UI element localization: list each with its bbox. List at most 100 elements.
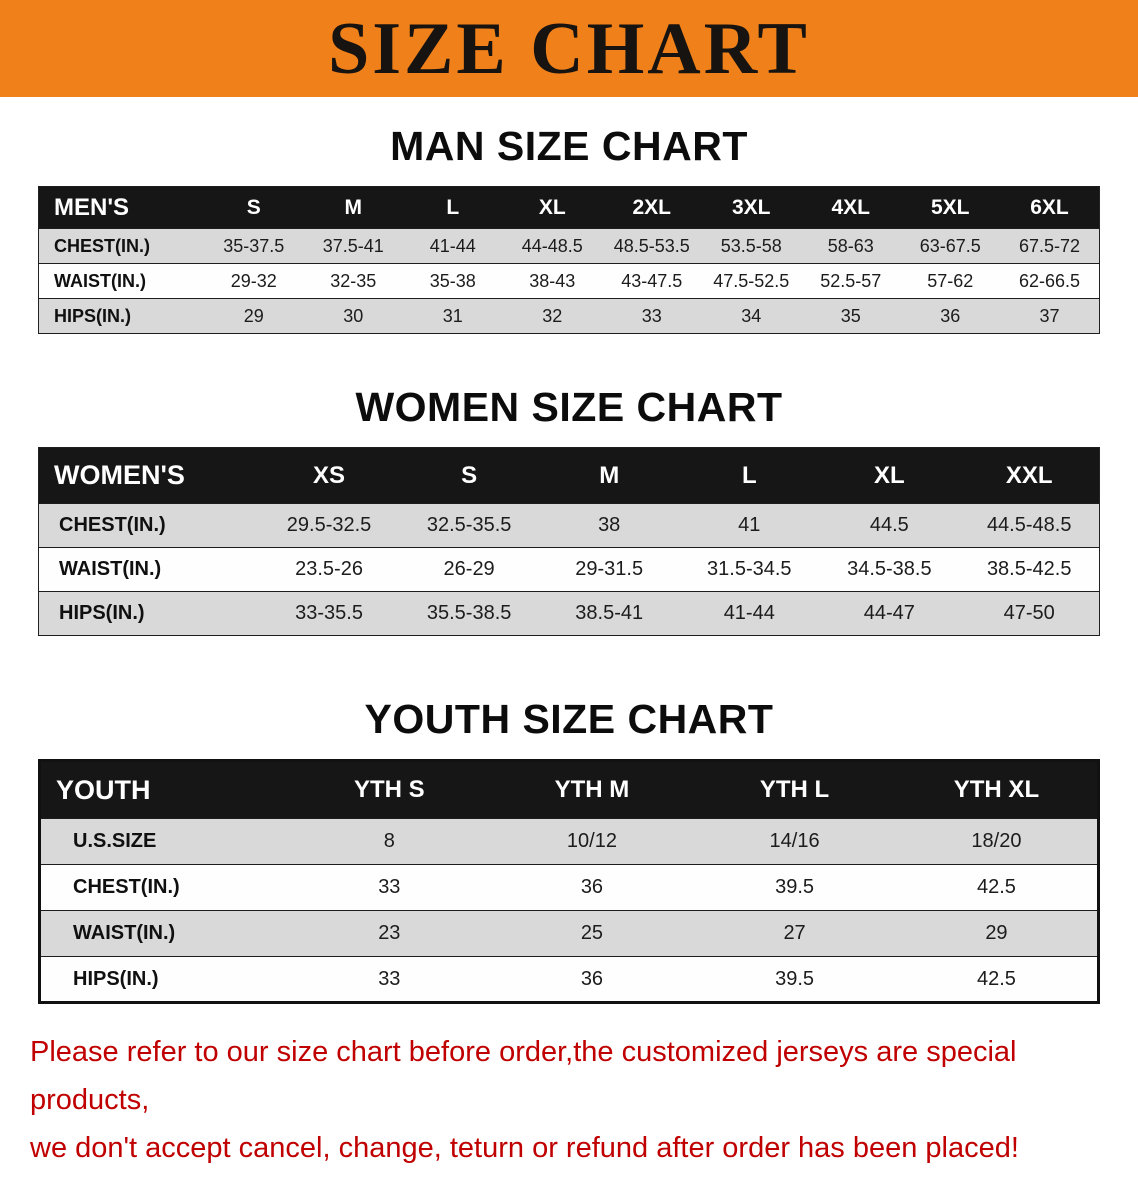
size-value: 44.5-48.5	[959, 503, 1100, 548]
size-value: 31.5-34.5	[679, 547, 820, 592]
size-column-header: M	[539, 447, 680, 504]
size-value: 41	[679, 503, 820, 548]
women-size-chart-heading: WOMEN SIZE CHART	[355, 384, 783, 430]
size-value: 34.5-38.5	[819, 547, 960, 592]
size-value: 44.5	[819, 503, 960, 548]
size-value: 32.5-35.5	[399, 503, 540, 548]
row-label: HIPS(IN.)	[38, 591, 259, 636]
size-value: 8	[288, 818, 491, 865]
size-value: 67.5-72	[1000, 228, 1100, 264]
table-row: HIPS(IN.) 33 36 39.5 42.5	[39, 956, 1099, 1003]
row-label: HIPS(IN.)	[38, 298, 204, 334]
size-value: 35.5-38.5	[399, 591, 540, 636]
size-value: 53.5-58	[701, 228, 801, 264]
size-value: 29-32	[204, 263, 304, 299]
row-label: CHEST(IN.)	[38, 228, 204, 264]
size-value: 35-37.5	[204, 228, 304, 264]
size-value: 44-47	[819, 591, 960, 636]
size-value: 57-62	[900, 263, 1000, 299]
size-value: 29	[204, 298, 304, 334]
size-value: 34	[701, 298, 801, 334]
disclaimer-line-1: Please refer to our size chart before or…	[30, 1036, 1017, 1116]
size-value: 37.5-41	[303, 228, 403, 264]
header-row: WOMEN'S XS S M L XL XXL	[38, 447, 1100, 504]
size-value: 41-44	[403, 228, 503, 264]
size-value: 32	[502, 298, 602, 334]
size-value: 38	[539, 503, 680, 548]
size-value: 39.5	[693, 864, 896, 911]
youth-size-table: YOUTH YTH S YTH M YTH L YTH XL U.S.SIZE 8 10/12…	[38, 759, 1100, 1004]
header-row: MEN'S S M L XL 2XL 3XL 4XL 5XL 6XL	[38, 186, 1100, 229]
row-label: CHEST(IN.)	[39, 864, 288, 911]
row-label: WAIST(IN.)	[38, 263, 204, 299]
size-column-header: 2XL	[602, 186, 702, 229]
table-row: HIPS(IN.) 29 30 31 32 33 34 35 36 37	[38, 298, 1100, 334]
size-column-header: XL	[502, 186, 602, 229]
table-title-cell: YOUTH	[39, 760, 288, 819]
size-value: 36	[490, 956, 694, 1003]
size-value: 14/16	[693, 818, 896, 865]
size-value: 38-43	[502, 263, 602, 299]
table-row: WAIST(IN.) 23.5-26 26-29 29-31.5 31.5-34.5 34…	[38, 547, 1100, 592]
women-size-chart-section: WOMEN SIZE CHART WOMEN'S XS S M L XL XXL CHEST(…	[0, 334, 1138, 636]
table-row: U.S.SIZE 8 10/12 14/16 18/20	[39, 818, 1099, 865]
size-value: 29-31.5	[539, 547, 680, 592]
size-value: 27	[693, 910, 896, 957]
size-value: 30	[303, 298, 403, 334]
size-value: 42.5	[895, 956, 1099, 1003]
size-value: 29.5-32.5	[259, 503, 400, 548]
size-value: 62-66.5	[1000, 263, 1100, 299]
size-value: 47-50	[959, 591, 1100, 636]
youth-size-chart-heading: YOUTH SIZE CHART	[364, 696, 774, 742]
size-value: 41-44	[679, 591, 820, 636]
size-value: 43-47.5	[602, 263, 702, 299]
size-value: 36	[900, 298, 1000, 334]
banner-title: SIZE CHART	[328, 7, 810, 90]
table-row: CHEST(IN.) 29.5-32.5 32.5-35.5 38 41 44.5 44.5…	[38, 503, 1100, 548]
size-value: 23.5-26	[259, 547, 400, 592]
size-value: 52.5-57	[801, 263, 901, 299]
table-title-cell: WOMEN'S	[38, 447, 259, 504]
row-label: HIPS(IN.)	[39, 956, 288, 1003]
size-column-header: YTH L	[693, 760, 896, 819]
size-value: 33	[288, 864, 491, 911]
size-column-header: XL	[819, 447, 960, 504]
table-title-cell: MEN'S	[38, 186, 204, 229]
size-value: 63-67.5	[900, 228, 1000, 264]
row-label: WAIST(IN.)	[38, 547, 259, 592]
size-value: 23	[288, 910, 491, 957]
table-row: WAIST(IN.) 23 25 27 29	[39, 910, 1099, 957]
size-value: 25	[490, 910, 694, 957]
size-column-header: S	[399, 447, 540, 504]
table-row: WAIST(IN.) 29-32 32-35 35-38 38-43 43-47.5 47.…	[38, 263, 1100, 299]
size-value: 33-35.5	[259, 591, 400, 636]
youth-size-chart-section: YOUTH SIZE CHART YOUTH YTH S YTH M YTH L YTH…	[0, 636, 1138, 1004]
size-chart-banner: SIZE CHART	[0, 0, 1138, 97]
row-label: CHEST(IN.)	[38, 503, 259, 548]
size-value: 29	[895, 910, 1099, 957]
size-column-header: XS	[259, 447, 400, 504]
table-row: CHEST(IN.) 35-37.5 37.5-41 41-44 44-48.5 48.5…	[38, 228, 1100, 264]
header-row: YOUTH YTH S YTH M YTH L YTH XL	[39, 760, 1099, 819]
size-value: 10/12	[490, 818, 694, 865]
size-value: 39.5	[693, 956, 896, 1003]
size-value: 18/20	[895, 818, 1099, 865]
size-value: 58-63	[801, 228, 901, 264]
size-column-header: 5XL	[900, 186, 1000, 229]
size-value: 36	[490, 864, 694, 911]
size-value: 37	[1000, 298, 1100, 334]
size-column-header: YTH XL	[895, 760, 1099, 819]
disclaimer: Please refer to our size chart before or…	[0, 1004, 1138, 1182]
row-label: U.S.SIZE	[39, 818, 288, 865]
size-column-header: XXL	[959, 447, 1100, 504]
size-column-header: YTH S	[288, 760, 491, 819]
size-column-header: 3XL	[701, 186, 801, 229]
size-column-header: M	[303, 186, 403, 229]
size-value: 26-29	[399, 547, 540, 592]
size-value: 38.5-42.5	[959, 547, 1100, 592]
size-value: 47.5-52.5	[701, 263, 801, 299]
size-column-header: YTH M	[490, 760, 694, 819]
size-column-header: L	[679, 447, 820, 504]
size-value: 31	[403, 298, 503, 334]
table-row: CHEST(IN.) 33 36 39.5 42.5	[39, 864, 1099, 911]
